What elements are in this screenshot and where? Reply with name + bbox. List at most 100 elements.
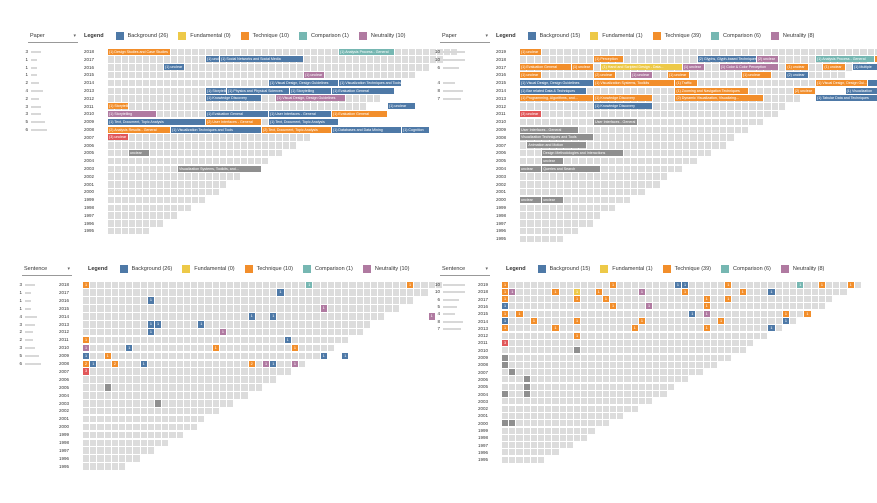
citation-square[interactable]: 1	[147, 297, 154, 304]
legend-item-background[interactable]: Background (15)	[527, 32, 580, 40]
citation-tag[interactable]: (1) unclear	[520, 48, 542, 55]
citation-tag[interactable]: (1) Bar related Data & Techniques	[520, 87, 586, 94]
citation-square[interactable]: 1	[610, 281, 617, 288]
citation-tag[interactable]: (1) Color & Color Perception	[719, 64, 778, 71]
uncited-tag[interactable]: unclear	[520, 165, 542, 172]
citation-square[interactable]: 1	[818, 281, 825, 288]
citation-tag[interactable]: (1) Visual Design, Design Gui...	[816, 79, 867, 86]
uncited-tag[interactable]: Visualization Techniques and Tools	[520, 134, 593, 141]
legend-item-fundamental[interactable]: Fundamental (0)	[178, 32, 231, 40]
legend-item-fundamental[interactable]: Fundamental (1)	[590, 32, 643, 40]
citation-square[interactable]: 2	[83, 360, 90, 368]
citation-tag[interactable]: (1) Storytelling	[108, 103, 128, 110]
citation-square[interactable]: 1	[428, 313, 435, 320]
citation-tag[interactable]: (1) unclear	[682, 64, 704, 71]
citation-square[interactable]: 1	[804, 310, 811, 317]
citation-square[interactable]: 1	[502, 288, 509, 295]
citation-tag[interactable]: (1) Knowledge Discovery	[206, 95, 261, 102]
citation-tag[interactable]: (1) unclear	[520, 71, 542, 78]
legend-item-comparison[interactable]: Comparison (6)	[710, 32, 761, 40]
citation-tag[interactable]: (1) Evaluation General	[520, 64, 571, 71]
citation-tag[interactable]: (1) Hand and Scripted Design - Data...	[601, 64, 682, 71]
citation-square[interactable]: 1	[126, 344, 133, 352]
citation-tag[interactable]: (1) Visualization Techniques and Tools	[171, 126, 261, 133]
uncited-square[interactable]	[523, 383, 530, 390]
citation-tag[interactable]: (2) Dynamic Visualization, Visualizing..…	[675, 95, 764, 102]
legend-item-technique[interactable]: Technique (39)	[662, 265, 711, 273]
citation-tag[interactable]: (1) Visual Design, Design Guidelines	[269, 79, 338, 86]
legend-item-background[interactable]: Background (15)	[537, 265, 590, 273]
citation-tag[interactable]: (2) unclear	[594, 71, 616, 78]
uncited-tag[interactable]: unclear	[129, 149, 149, 156]
uncited-square[interactable]	[509, 420, 516, 427]
citation-square[interactable]: 1	[703, 303, 710, 310]
citation-square[interactable]: 1	[674, 281, 681, 288]
citation-square[interactable]: 1	[147, 328, 154, 336]
citation-tag[interactable]: (2) User Interfaces - General	[206, 118, 261, 125]
granularity-dropdown[interactable]: Paper ▾	[28, 30, 78, 43]
citation-square[interactable]: 1	[574, 296, 581, 303]
citation-tag[interactable]: (3) unclear	[108, 134, 128, 141]
citation-square[interactable]: 1	[502, 325, 509, 332]
citation-square[interactable]: 1	[270, 360, 277, 368]
citation-square[interactable]: 1	[140, 360, 147, 368]
legend-item-background[interactable]: Background (26)	[115, 32, 168, 40]
citation-square[interactable]: 1	[703, 310, 710, 317]
citation-square[interactable]: 2	[248, 360, 255, 368]
citation-square[interactable]: 2	[111, 360, 118, 368]
uncited-square[interactable]	[502, 391, 509, 397]
citation-tag[interactable]: (1) unclear	[164, 64, 184, 71]
citation-tag[interactable]: (1) unclear	[786, 64, 808, 71]
citation-tag[interactable]: (2) Analysis Results - General	[108, 126, 170, 133]
citation-square[interactable]: 1	[502, 310, 509, 317]
citation-square[interactable]: 1	[847, 281, 854, 288]
citation-tag[interactable]: (2) Text, Document, Topic Analysis	[262, 126, 331, 133]
citation-square[interactable]: 1	[682, 288, 689, 295]
citation-tag[interactable]: (1) Social Networks and Social Media	[220, 56, 303, 63]
legend-item-background[interactable]: Background (26)	[119, 265, 172, 273]
citation-square[interactable]: 1	[703, 325, 710, 332]
citation-square[interactable]: 1	[646, 303, 653, 310]
citation-square[interactable]: 1	[509, 288, 516, 295]
citation-tag[interactable]	[867, 79, 877, 86]
citation-tag[interactable]: (1) Storytelling	[290, 87, 331, 94]
citation-square[interactable]: 1	[320, 352, 327, 360]
uncited-tag[interactable]: unclear	[542, 196, 564, 203]
citation-tag[interactable]	[875, 56, 877, 63]
legend-item-technique[interactable]: Technique (10)	[240, 32, 289, 40]
citation-square[interactable]: 1	[530, 318, 537, 324]
citation-tag[interactable]: (1) Zooming and Navigation Techniques	[675, 87, 749, 94]
citation-tag[interactable]: (1) unclear	[631, 71, 653, 78]
citation-tag[interactable]: (1) Analysis Process - General	[816, 56, 875, 63]
citation-tag[interactable]: (2) unclear	[786, 71, 808, 78]
citation-tag[interactable]: (1) Storytelling	[108, 110, 156, 117]
citation-tag[interactable]: (1) Multiple	[853, 64, 877, 71]
citation-square[interactable]: 1	[306, 281, 313, 289]
citation-square[interactable]: 1	[291, 360, 298, 368]
citation-tag[interactable]: (1) unclear	[571, 64, 593, 71]
citation-square[interactable]: 1	[638, 318, 645, 324]
citation-square[interactable]: 1	[263, 360, 270, 368]
uncited-square[interactable]	[502, 361, 509, 368]
uncited-square[interactable]	[523, 391, 530, 397]
citation-square[interactable]: 1	[320, 305, 327, 312]
uncited-square[interactable]	[155, 400, 162, 407]
citation-square[interactable]: 1	[90, 360, 97, 368]
citation-square[interactable]: 1	[502, 303, 509, 310]
citation-tag[interactable]: (1) unclear	[388, 103, 415, 110]
citation-square[interactable]: 1	[574, 332, 581, 339]
citation-square[interactable]: 1	[248, 313, 255, 320]
citation-tag[interactable]: (3) unclear	[520, 110, 542, 117]
citation-tag[interactable]: (1) unclear	[668, 71, 690, 78]
citation-square[interactable]: 1	[516, 310, 523, 317]
citation-tag[interactable]: (1) Text, Document, Topic Analysis	[269, 118, 338, 125]
citation-square[interactable]: 3	[83, 368, 90, 375]
citation-square[interactable]: 1	[291, 344, 298, 352]
legend-item-comparison[interactable]: Comparison (6)	[720, 265, 771, 273]
citation-square[interactable]: 1	[284, 336, 291, 344]
citation-tag[interactable]: (1) Evaluation General	[206, 110, 268, 117]
citation-square[interactable]: 1	[574, 288, 581, 295]
citation-square[interactable]: 1	[502, 318, 509, 324]
citation-square[interactable]: 1	[725, 296, 732, 303]
legend-item-comparison[interactable]: Comparison (1)	[298, 32, 349, 40]
